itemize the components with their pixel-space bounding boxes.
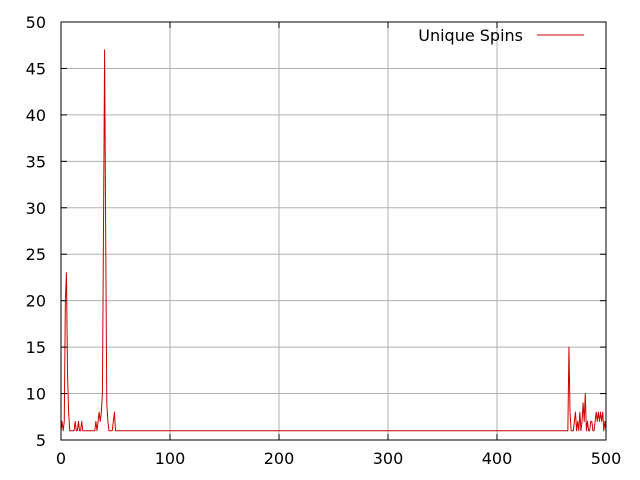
y-tick-label-25: 25	[26, 245, 46, 264]
x-tick-label-500: 500	[591, 449, 622, 468]
y-tick-label-40: 40	[26, 106, 46, 125]
y-tick-label-50: 50	[26, 13, 46, 32]
x-tick-label-300: 300	[373, 449, 404, 468]
plot-frame	[60, 21, 607, 441]
legend: Unique Spins	[418, 26, 584, 45]
series-lines	[60, 49, 607, 432]
x-tick-label-400: 400	[482, 449, 513, 468]
y-tick-label-30: 30	[26, 199, 46, 218]
y-tick-label-5: 5	[36, 431, 46, 450]
series-line-unique-spins	[60, 49, 607, 432]
y-tick-label-45: 45	[26, 59, 46, 78]
x-tick-label-200: 200	[264, 449, 295, 468]
x-tick-label-100: 100	[155, 449, 186, 468]
axis-ticks: 0 100 200 300 400 500 5 10 15 20 25 30 35 40 45 50	[26, 13, 622, 468]
legend-label-unique-spins: Unique Spins	[418, 26, 523, 45]
x-tick-label-0: 0	[56, 449, 66, 468]
y-tick-label-35: 35	[26, 152, 46, 171]
y-tick-label-15: 15	[26, 338, 46, 357]
y-tick-label-10: 10	[26, 385, 46, 404]
grid	[61, 22, 606, 440]
y-tick-label-20: 20	[26, 292, 46, 311]
